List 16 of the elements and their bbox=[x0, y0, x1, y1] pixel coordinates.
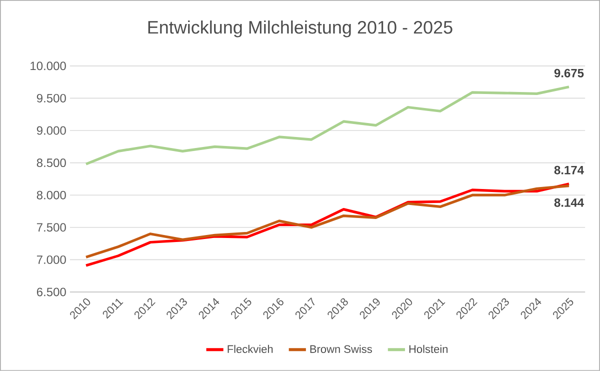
y-tick-label: 9.000 bbox=[36, 126, 66, 135]
y-tick-label: 9.500 bbox=[36, 94, 66, 102]
y-tick-label: 8.500 bbox=[36, 158, 66, 168]
y-tick-label: 10.000 bbox=[30, 62, 66, 70]
data-label: 8.144 bbox=[554, 198, 584, 207]
data-label: 8.174 bbox=[554, 166, 584, 174]
y-tick-label: 6.500 bbox=[36, 288, 66, 296]
legend-label: Fleckvieh bbox=[228, 344, 273, 354]
legend-label: Brown Swiss bbox=[310, 344, 372, 354]
chart-title: Entwicklung Milchleistung 2010 - 2025 bbox=[148, 20, 452, 38]
y-tick-label: 8.000 bbox=[36, 190, 66, 200]
line-series bbox=[84, 86, 570, 166]
y-tick-label: 7.000 bbox=[36, 255, 66, 264]
y-tick-label: 7.500 bbox=[36, 223, 66, 232]
data-label: 9.675 bbox=[554, 68, 584, 78]
legend-label: Holstein bbox=[409, 344, 448, 354]
